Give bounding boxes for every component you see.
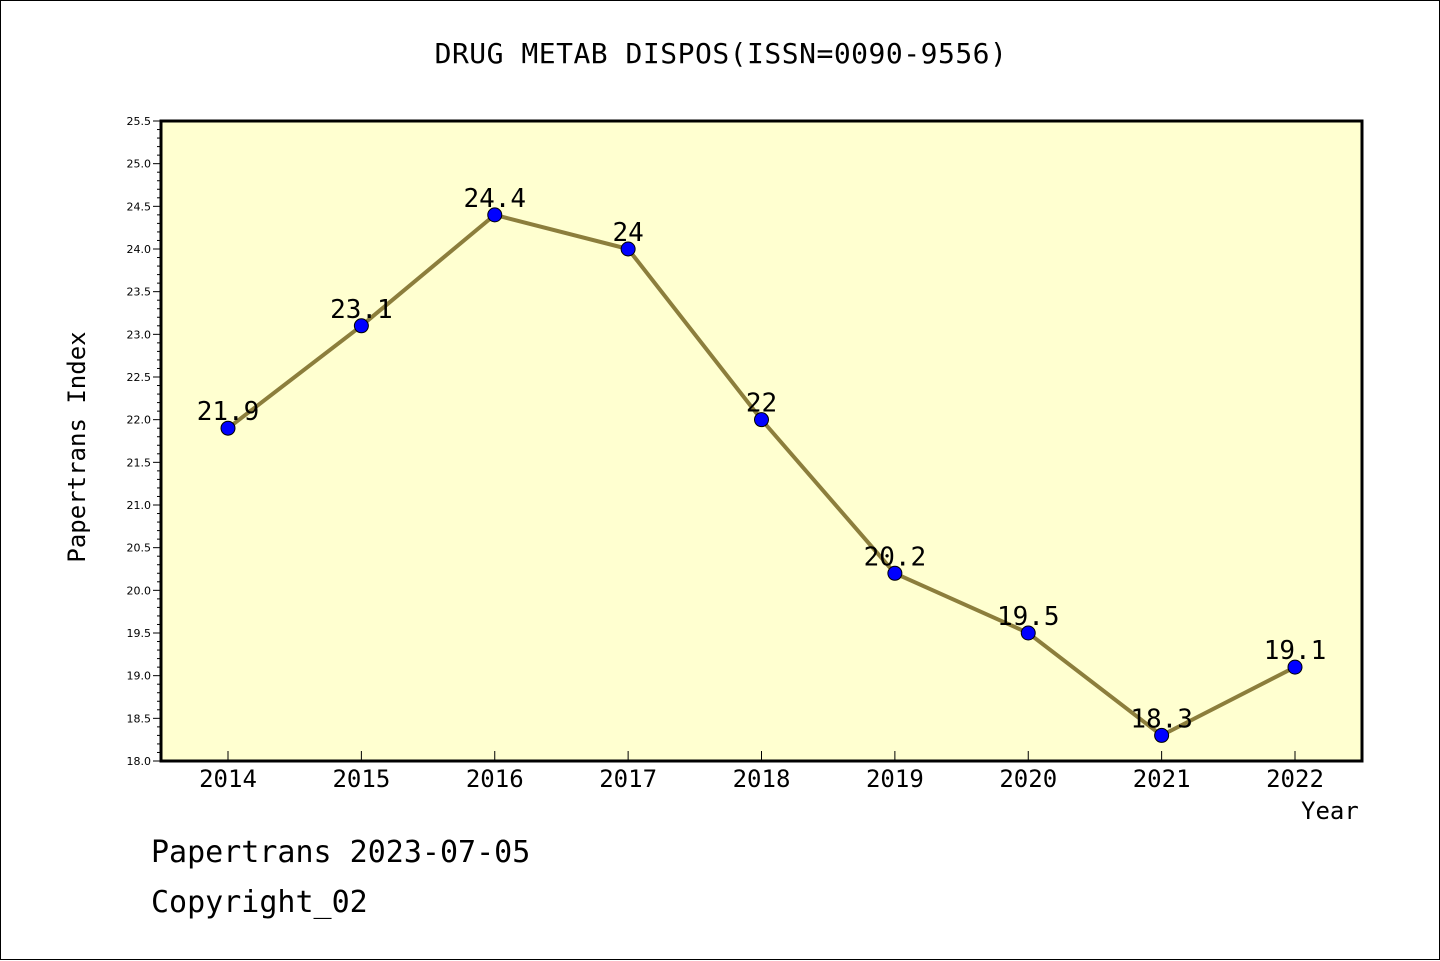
y-tick-label: 23.5 (127, 286, 152, 299)
data-label: 20.2 (864, 542, 927, 572)
x-tick-label: 2021 (1133, 765, 1191, 793)
x-tick-label: 2017 (599, 765, 657, 793)
y-tick-label: 21.0 (127, 499, 152, 512)
plot-area (161, 121, 1362, 761)
x-tick-label: 2018 (733, 765, 791, 793)
data-point (1287, 659, 1303, 675)
chart-title: DRUG METAB DISPOS(ISSN=0090-9556) (434, 37, 1008, 70)
y-tick-label: 19.5 (127, 627, 152, 640)
data-label: 19.5 (997, 602, 1060, 632)
y-tick-label: 20.5 (127, 542, 152, 555)
data-labels: 21.9 23.1 24.4 24 22 20.2 19.5 18.3 19.1 (197, 184, 1327, 735)
data-label: 19.1 (1264, 636, 1327, 666)
y-tick-label: 19.0 (127, 670, 152, 683)
data-label: 21.9 (197, 397, 260, 427)
data-point (1154, 727, 1170, 743)
data-point (887, 565, 903, 581)
data-label: 18.3 (1130, 704, 1193, 734)
x-tick-label: 2015 (332, 765, 390, 793)
y-tick-label: 21.5 (127, 456, 152, 469)
y-tick-label: 24.0 (127, 243, 152, 256)
footer-copyright: Copyright_02 (151, 885, 368, 920)
x-tick-label: 2016 (466, 765, 524, 793)
y-tick-label: 25.5 (127, 115, 152, 128)
y-axis-ticks: 18.0 18.5 19.0 19.5 20.0 20.5 21.0 21.5 22.0 22.5… (127, 115, 161, 768)
y-tick-label: 18.0 (127, 755, 152, 768)
y-tick-label: 23.0 (127, 328, 152, 341)
footer-date: Papertrans 2023-07-05 (151, 835, 531, 870)
x-axis-label: Year (1301, 797, 1359, 825)
y-tick-label: 22.5 (127, 371, 152, 384)
y-tick-label: 20.0 (127, 584, 152, 597)
y-tick-label: 25.0 (127, 158, 152, 171)
x-tick-label: 2020 (999, 765, 1057, 793)
x-tick-label: 2022 (1266, 765, 1324, 793)
data-point (353, 318, 369, 334)
data-point (1020, 625, 1036, 641)
x-tick-label: 2019 (866, 765, 924, 793)
x-tick-label: 2014 (199, 765, 257, 793)
y-tick-label: 24.5 (127, 200, 152, 213)
data-point (620, 241, 636, 257)
data-label: 24 (612, 218, 643, 248)
data-label: 24.4 (463, 184, 526, 214)
data-label: 22 (746, 389, 777, 419)
data-point (220, 420, 236, 436)
data-label: 23.1 (330, 295, 393, 325)
x-axis-ticks: 2014 2015 2016 2017 2018 2019 2020 2021 2022 (199, 751, 1324, 793)
y-tick-label: 22.0 (127, 414, 152, 427)
plot-border (159, 119, 1364, 763)
data-point (754, 412, 769, 428)
data-points (220, 207, 1303, 743)
data-point (487, 207, 503, 223)
y-tick-label: 18.5 (127, 712, 152, 725)
